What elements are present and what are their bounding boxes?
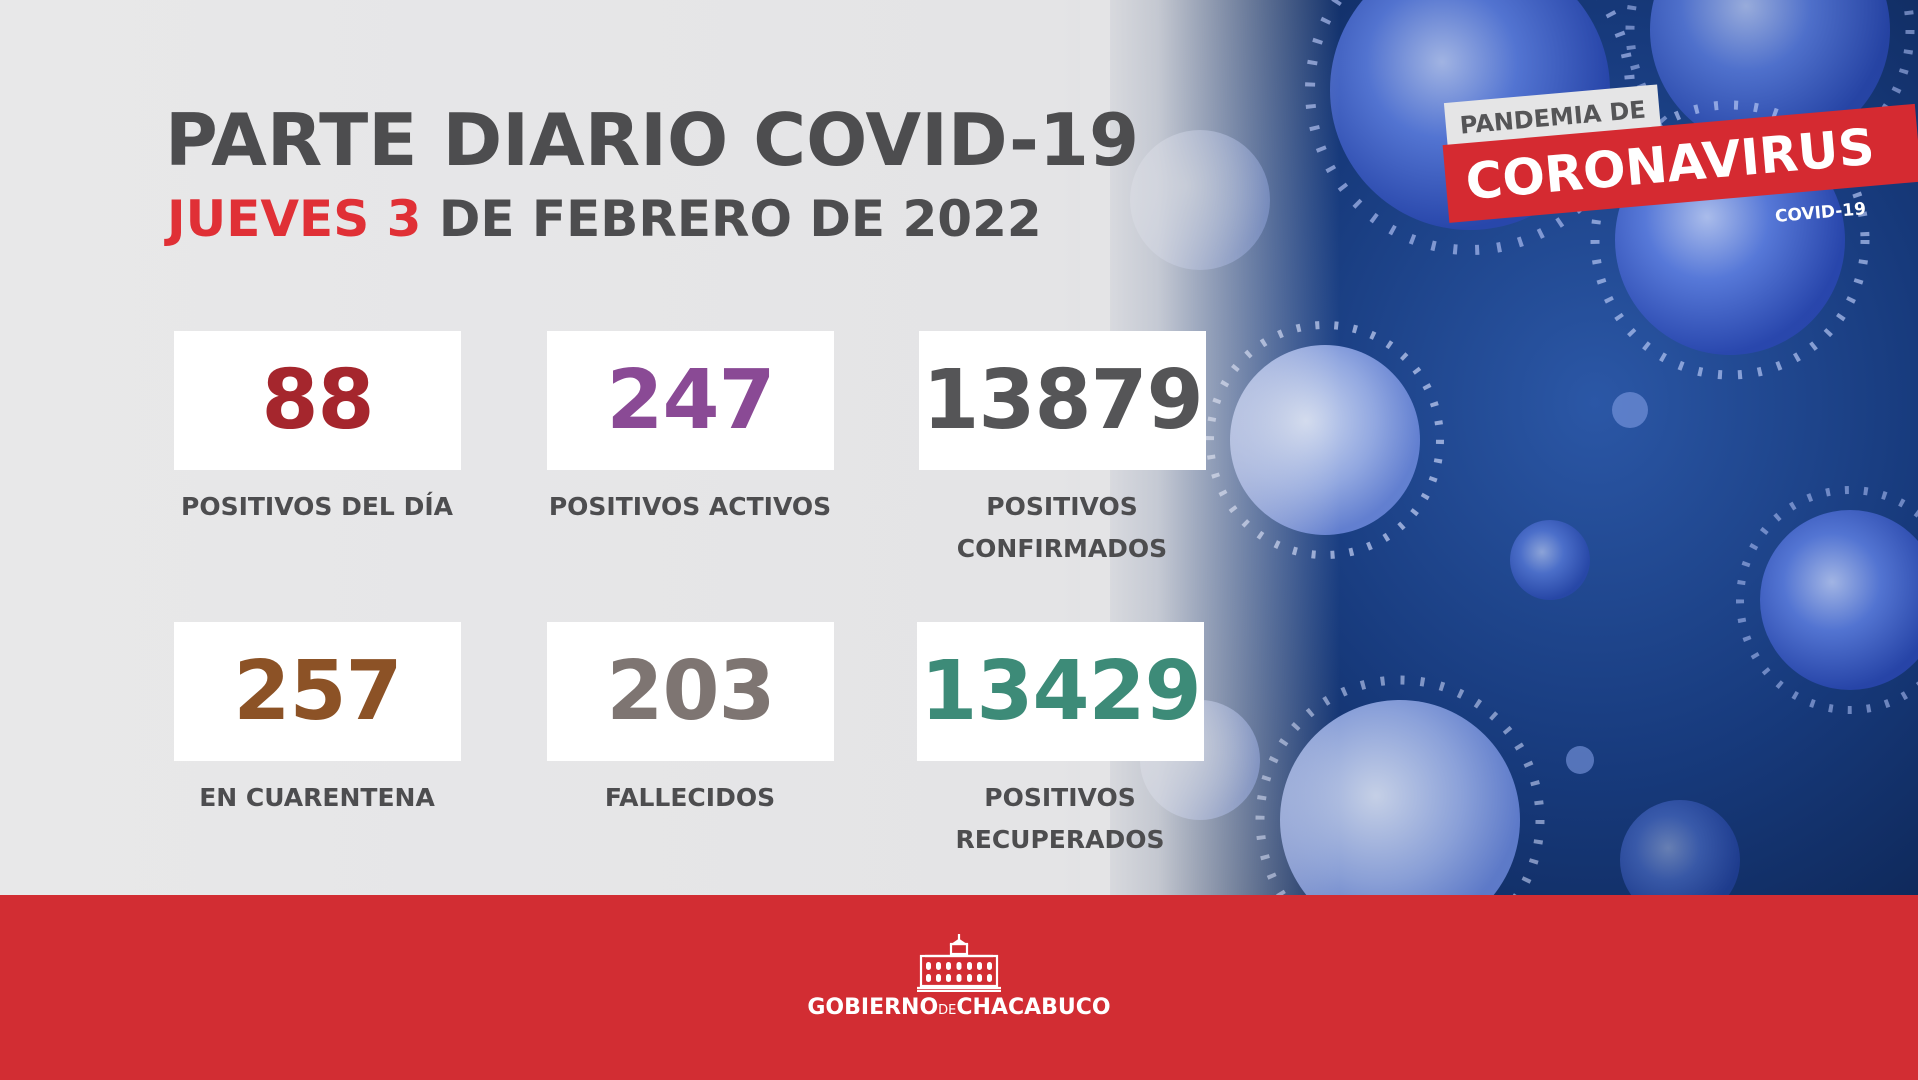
stat-label: FALLECIDOS [604, 783, 776, 812]
footer-brand: GOBIERNODECHACABUCO [0, 995, 1918, 1020]
date-weekday: JUEVES [167, 190, 370, 248]
stat-label: POSITIVOS RECUPERADOS [900, 777, 1220, 861]
coronavirus-badge: PANDEMIA DE CORONAVIRUS COVID-19 [1440, 84, 1918, 245]
stat-card-positivos-activos: 247 [547, 331, 834, 470]
stat-label-line1: POSITIVOS [984, 783, 1136, 812]
stat-value: 88 [261, 353, 374, 448]
government-building-icon [917, 934, 1001, 992]
stat-label: EN CUARENTENA [199, 783, 435, 812]
stat-label-line1: POSITIVOS [986, 492, 1138, 521]
stat-card-positivos-recuperados: 13429 [917, 622, 1204, 761]
brand-left: GOBIERNO [807, 995, 939, 1020]
stat-value: 13429 [920, 644, 1201, 739]
stat-value: 247 [606, 353, 775, 448]
brand-right: CHACABUCO [956, 995, 1111, 1020]
stat-value: 203 [606, 644, 775, 739]
stat-card-positivos-confirmados: 13879 [919, 331, 1206, 470]
date-rest: DE FEBRERO DE 2022 [421, 190, 1042, 248]
stat-card-fallecidos: 203 [547, 622, 834, 761]
brand-mid: DE [938, 1003, 957, 1018]
stat-label: POSITIVOS CONFIRMADOS [902, 486, 1222, 570]
stat-label: POSITIVOS DEL DÍA [181, 492, 453, 521]
report-date: JUEVES 3 DE FEBRERO DE 2022 [167, 190, 1042, 248]
stat-label-line2: RECUPERADOS [955, 825, 1165, 854]
badge-sub-label: COVID-19 [1774, 199, 1867, 227]
stat-card-positivos-del-dia: 88 [174, 331, 461, 470]
page-title: PARTE DIARIO COVID-19 [165, 98, 1140, 182]
stat-label: POSITIVOS ACTIVOS [548, 492, 832, 521]
stat-card-en-cuarentena: 257 [174, 622, 461, 761]
date-day: 3 [386, 190, 422, 248]
stat-value: 13879 [922, 353, 1203, 448]
stat-label-line2: CONFIRMADOS [956, 534, 1168, 563]
stat-value: 257 [233, 644, 402, 739]
